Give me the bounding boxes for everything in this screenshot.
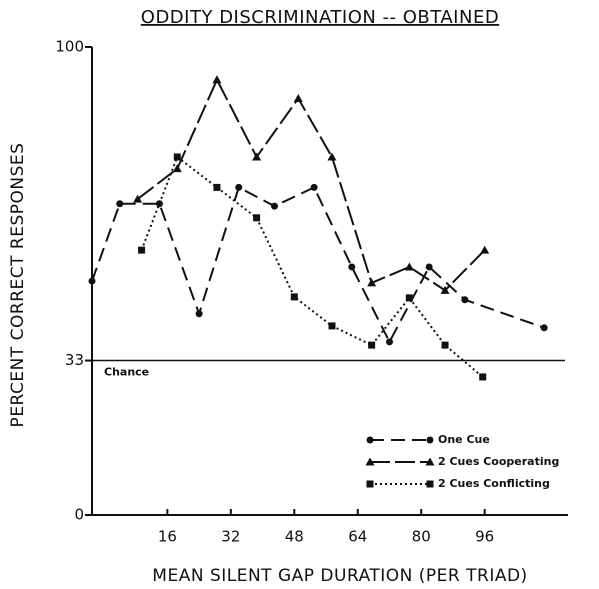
y-tick-label: 33 <box>65 351 84 369</box>
chart-title: ODDITY DISCRIMINATION -- OBTAINED <box>141 7 499 28</box>
point <box>155 200 163 208</box>
point <box>270 202 278 210</box>
point <box>173 153 181 161</box>
point <box>367 278 377 287</box>
point <box>293 93 303 102</box>
point <box>213 183 221 191</box>
point <box>253 214 261 222</box>
point <box>461 296 469 304</box>
point <box>480 245 490 254</box>
x-tick-label: 80 <box>412 528 431 546</box>
series-line <box>140 155 484 378</box>
x-tick-label: 16 <box>158 528 177 546</box>
point <box>404 262 414 271</box>
point <box>133 194 143 203</box>
legend-marker <box>425 457 435 466</box>
x-tick-label: 64 <box>348 528 367 546</box>
point <box>138 246 146 254</box>
point <box>88 277 96 285</box>
point <box>540 324 548 332</box>
chance-label: Chance <box>104 366 149 379</box>
point <box>386 338 393 346</box>
point <box>440 285 450 294</box>
point <box>172 164 182 173</box>
point <box>290 293 298 301</box>
legend-marker <box>426 480 434 488</box>
y-tick-label: 100 <box>55 38 84 56</box>
point <box>252 152 262 161</box>
x-tick-label: 96 <box>475 528 494 546</box>
point <box>425 263 433 271</box>
point <box>441 341 449 349</box>
point <box>212 75 222 84</box>
x-tick-label: 32 <box>221 528 240 546</box>
point <box>479 373 487 381</box>
legend-marker <box>366 436 374 444</box>
point <box>328 322 336 330</box>
point <box>310 183 318 191</box>
point <box>195 310 203 318</box>
point <box>235 183 243 191</box>
x-tick-label: 48 <box>285 528 304 546</box>
legend-marker <box>365 457 375 466</box>
y-tick-label: 0 <box>74 506 84 524</box>
series-line <box>91 185 545 345</box>
legend-marker <box>426 436 434 444</box>
y-axis-label: PERCENT CORRECT RESPONSES <box>8 143 28 428</box>
point <box>327 152 337 161</box>
point <box>368 341 376 349</box>
series-line <box>137 77 486 292</box>
x-axis-label: MEAN SILENT GAP DURATION (PER TRIAD) <box>152 566 527 586</box>
legend-label: 2 Cues Cooperating <box>438 455 559 468</box>
legend-label: 2 Cues Conflicting <box>438 477 550 490</box>
legend-marker <box>366 480 374 488</box>
point <box>348 263 356 271</box>
legend-label: One Cue <box>438 433 490 446</box>
point <box>405 294 413 302</box>
point <box>116 200 124 208</box>
